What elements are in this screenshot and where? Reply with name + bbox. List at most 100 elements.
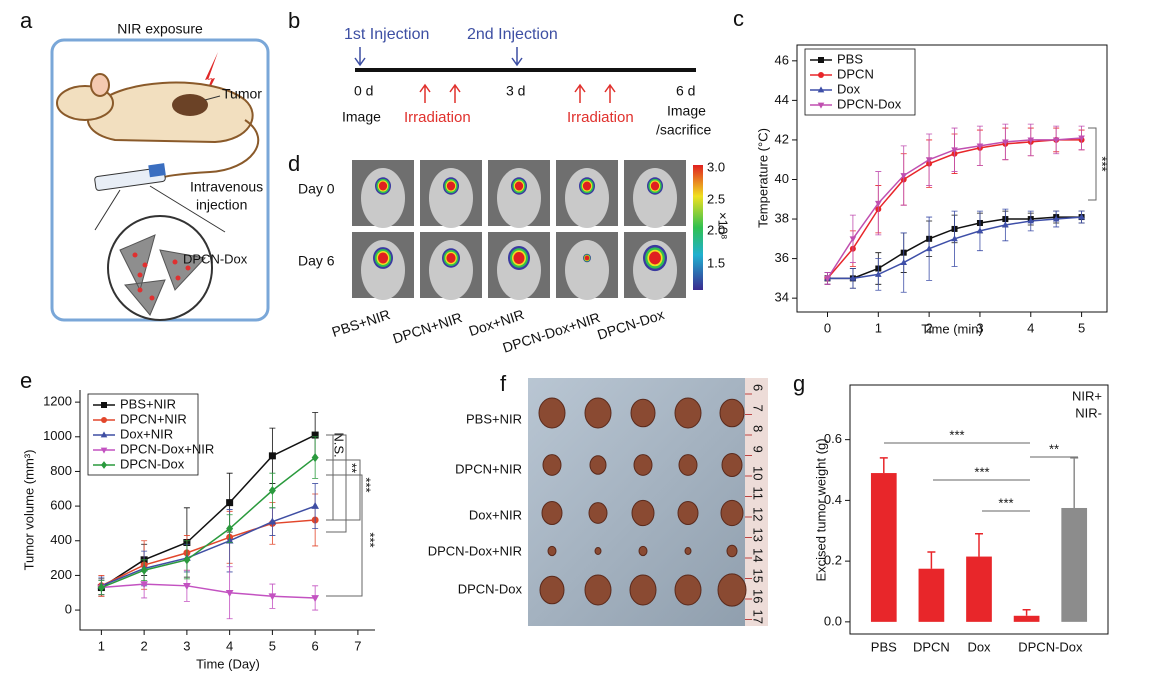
- tumor-photo: 6 7 8 9 10 11 12 13 14 15 16 17: [538, 384, 766, 624]
- legend-label: Dox: [837, 81, 861, 96]
- error-bar: [879, 457, 888, 474]
- legend-label: DPCN+NIR: [120, 411, 187, 426]
- error-bar: [1070, 457, 1079, 508]
- x-tick-label: 6: [312, 638, 319, 653]
- ruler-label: 15: [751, 569, 766, 583]
- ruler-label: 12: [751, 507, 766, 521]
- x-tick-label: 5: [1078, 320, 1085, 335]
- label: Image: [667, 103, 706, 119]
- mouse-silhouette: [361, 240, 405, 300]
- y-tick-label: 400: [50, 532, 72, 547]
- x-tick-label: PBS: [871, 639, 897, 654]
- tumor: [542, 454, 562, 476]
- ruler-label: 9: [751, 446, 766, 453]
- series-line: [101, 519, 316, 587]
- legend-marker: [100, 431, 108, 438]
- group-label: DPCN-Dox: [458, 581, 523, 596]
- significance-label: **: [345, 463, 360, 473]
- bioluminescence-images: [352, 160, 686, 300]
- significance-label: ***: [998, 495, 1013, 510]
- y-tick-label: 0.0: [824, 613, 842, 628]
- data-point: [1078, 135, 1085, 142]
- signal: [378, 181, 388, 191]
- error-bar: [1022, 608, 1031, 616]
- group-label: Dox+NIR: [469, 507, 522, 522]
- significance-bracket: [326, 474, 363, 597]
- group-label: DPCN-Dox+NIR: [428, 543, 522, 558]
- tumor: [541, 501, 563, 525]
- label: Irradiation: [567, 109, 634, 126]
- y-tick-label: 34: [775, 290, 789, 305]
- mouse-silhouette: [565, 168, 609, 228]
- ruler: [745, 378, 768, 626]
- x-tick-label: 3: [976, 320, 983, 335]
- schematic: [50, 38, 270, 322]
- y-tick-label: 1000: [43, 428, 72, 443]
- colorbar-unit: ×10⁸: [716, 212, 731, 240]
- label: /sacrifice: [656, 122, 711, 138]
- data-point: [1052, 215, 1060, 222]
- legend-marker: [101, 417, 107, 423]
- signal: [582, 181, 592, 191]
- tumor: [588, 502, 608, 524]
- ruler-label: 11: [751, 487, 766, 501]
- y-tick-label: 800: [50, 463, 72, 478]
- signal: [650, 181, 660, 191]
- y-tick-label: 0: [65, 602, 72, 617]
- legend-label: DPCN: [837, 66, 874, 81]
- zoom-lines: [94, 185, 226, 233]
- mouse-silhouette: [429, 240, 473, 300]
- panel-label: f: [500, 371, 507, 396]
- mouse-silhouette: [429, 168, 473, 228]
- y-axis-title: Tumor volume (mm³): [21, 450, 36, 571]
- tumor: [629, 574, 657, 606]
- data-point: [268, 517, 277, 525]
- data-point: [849, 274, 857, 281]
- legend-label: DPCN-Dox: [120, 456, 185, 471]
- label: 6 d: [676, 83, 695, 99]
- y-axis-title: Excised tumor weight (g): [813, 438, 828, 581]
- data-point: [311, 501, 319, 509]
- legend-label: NIR-: [1075, 405, 1102, 420]
- panel-label: a: [20, 8, 33, 33]
- label: 1st Injection: [344, 26, 429, 43]
- legend-label: Dox+NIR: [120, 426, 173, 441]
- x-tick-label: Dox: [967, 639, 991, 654]
- tumor: [633, 454, 653, 476]
- label: 3 d: [506, 83, 525, 99]
- tumor: [684, 547, 692, 555]
- series-line: [100, 434, 316, 589]
- data-point: [1027, 137, 1035, 144]
- tumor: [594, 547, 602, 555]
- x-tick-label: 5: [269, 638, 276, 653]
- significance-label: **: [1049, 441, 1059, 456]
- mouse-silhouette: [361, 168, 405, 228]
- series-line: [101, 456, 316, 589]
- colorbar-tick: 2.5: [707, 191, 725, 206]
- mouse-ear: [90, 73, 110, 97]
- data-point: [311, 453, 319, 463]
- data-point: [1078, 213, 1085, 220]
- row-label: Day 6: [298, 253, 335, 269]
- x-tick-label: 0: [824, 320, 831, 335]
- mouse-body: [87, 81, 254, 144]
- data-point: [1002, 221, 1009, 228]
- ruler-label: 13: [751, 528, 766, 542]
- tumor: [674, 397, 702, 429]
- data-point: [268, 593, 277, 601]
- axis-line: [79, 390, 375, 631]
- significance-label: ***: [359, 477, 374, 492]
- label: Tumor: [222, 86, 262, 102]
- data-point: [311, 595, 319, 603]
- group-label: PBS+NIR: [330, 306, 392, 340]
- data-point: [225, 589, 234, 597]
- legend-marker: [101, 402, 107, 408]
- legend-label: DPCN-Dox+NIR: [120, 441, 214, 456]
- significance-label: ***: [974, 464, 989, 479]
- tumor: [726, 544, 738, 558]
- tumor: [589, 455, 607, 475]
- data-point: [1002, 139, 1009, 146]
- group-label: DPCN+NIR: [391, 309, 464, 346]
- x-tick-label: 1: [98, 638, 105, 653]
- colorbar: [693, 165, 703, 290]
